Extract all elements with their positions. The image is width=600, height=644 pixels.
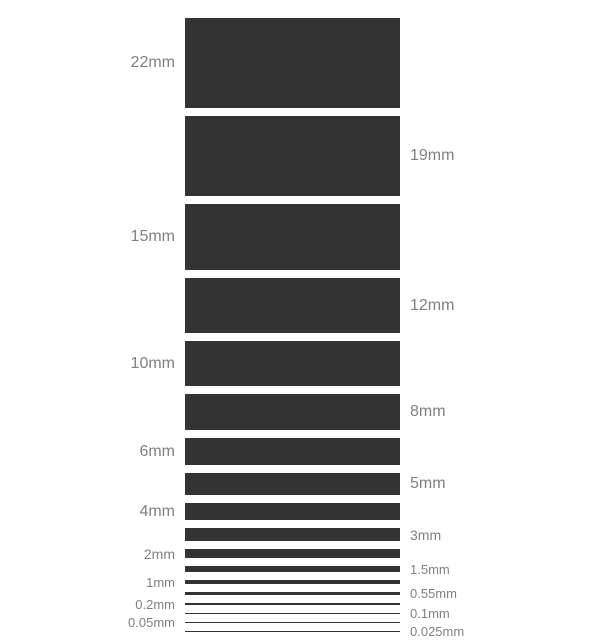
size-label: 10mm xyxy=(131,356,175,372)
size-label: 6mm xyxy=(139,444,175,460)
size-row: 4mm xyxy=(0,503,600,520)
size-bar xyxy=(185,341,400,386)
size-bar xyxy=(185,592,400,595)
size-bar xyxy=(185,528,400,541)
size-bar xyxy=(185,116,400,196)
size-bar xyxy=(185,278,400,333)
size-row: 10mm xyxy=(0,341,600,386)
size-bar xyxy=(185,603,400,605)
size-label: 2mm xyxy=(144,547,175,561)
size-row: 15mm xyxy=(0,204,600,270)
size-label: 5mm xyxy=(410,476,446,492)
size-row: 2mm xyxy=(0,549,600,563)
size-label: 3mm xyxy=(410,528,441,542)
size-bar xyxy=(185,566,400,572)
size-bar xyxy=(185,503,400,520)
size-row: 5mm xyxy=(0,473,600,495)
size-label: 1.5mm xyxy=(410,563,450,576)
size-row: 0.025mm xyxy=(0,631,600,644)
size-bar xyxy=(185,580,400,584)
size-bar xyxy=(185,438,400,465)
size-bar xyxy=(185,613,400,614)
size-label: 0.55mm xyxy=(410,587,457,600)
size-bar xyxy=(185,473,400,495)
size-bar xyxy=(185,204,400,270)
size-row: 22mm xyxy=(0,18,600,108)
size-comparison-chart: 22mm 19mm 15mm 12mm 10mm 8mm 6mm 5mm 4mm 3mm 2mm 1.… xyxy=(0,0,600,618)
size-row: 3mm xyxy=(0,528,600,542)
size-row: 6mm xyxy=(0,438,600,465)
size-label: 0.1mm xyxy=(410,607,450,620)
size-label: 1mm xyxy=(146,576,175,589)
size-row: 12mm xyxy=(0,278,600,333)
size-label: 19mm xyxy=(410,148,454,164)
size-row: 19mm xyxy=(0,116,600,196)
size-row: 1.5mm xyxy=(0,566,600,579)
size-bar xyxy=(185,18,400,108)
size-bar xyxy=(185,549,400,558)
size-label: 4mm xyxy=(139,504,175,520)
size-label: 15mm xyxy=(131,229,175,245)
size-bar xyxy=(185,631,400,632)
size-bar xyxy=(185,394,400,430)
size-label: 8mm xyxy=(410,404,446,420)
size-bar xyxy=(185,622,400,623)
size-label: 0.2mm xyxy=(135,598,175,611)
size-label: 22mm xyxy=(131,55,175,71)
size-row: 8mm xyxy=(0,394,600,430)
size-label: 0.025mm xyxy=(410,625,464,638)
size-label: 12mm xyxy=(410,298,454,314)
